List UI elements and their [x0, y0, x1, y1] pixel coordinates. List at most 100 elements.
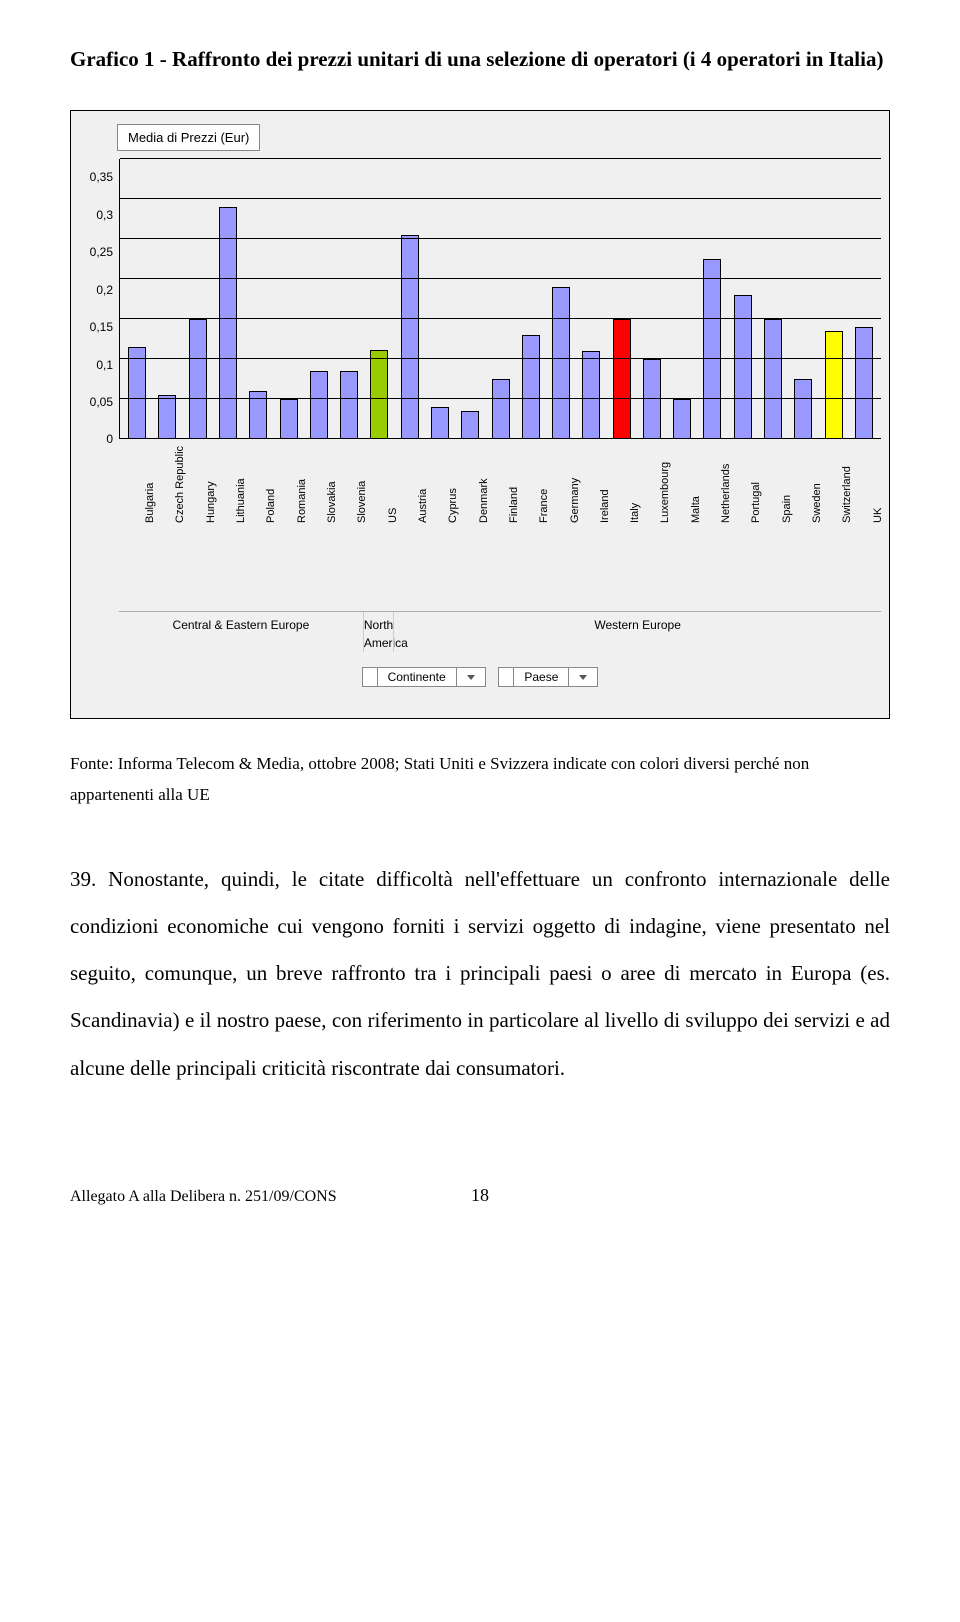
bar-slot: [578, 159, 605, 439]
x-label-slot: US: [365, 519, 392, 536]
x-label-slot: France: [517, 519, 544, 536]
bar-slot: [154, 159, 181, 439]
bar-slot: [729, 159, 756, 439]
bar-us: [370, 350, 388, 440]
bar-germany: [552, 287, 570, 439]
x-label-slot: Cyprus: [426, 519, 453, 536]
x-label-slot: Italy: [608, 519, 635, 536]
y-tick: 0,25: [79, 243, 113, 261]
bar-austria: [401, 235, 419, 439]
gridline: [120, 358, 881, 359]
bar-slot: [790, 159, 817, 439]
bar-sweden: [794, 379, 812, 439]
bar-slot: [245, 159, 272, 439]
bar-denmark: [461, 411, 479, 439]
x-label-slot: Denmark: [456, 519, 483, 536]
gridline: [120, 318, 881, 319]
bar-hungary: [189, 319, 207, 439]
bar-italy: [613, 319, 631, 439]
bar-uk: [855, 327, 873, 439]
axis-caption-paese: Paese: [498, 667, 598, 687]
x-label-slot: Bulgaria: [123, 519, 150, 536]
bar-slot: [517, 159, 544, 439]
x-label-slot: Malta: [668, 519, 695, 536]
x-label-slot: Poland: [244, 519, 271, 536]
bar-slot: [124, 159, 151, 439]
region-label: North America: [363, 612, 393, 652]
bar-switzerland: [825, 331, 843, 439]
x-label-slot: Slovakia: [304, 519, 331, 536]
bar-czech-republic: [158, 395, 176, 439]
bar-slot: [759, 159, 786, 439]
chart-title: Grafico 1 - Raffronto dei prezzi unitari…: [70, 40, 890, 80]
chart-source: Fonte: Informa Telecom & Media, ottobre …: [70, 749, 890, 810]
bar-romania: [280, 399, 298, 439]
gridline: [120, 278, 881, 279]
x-label-slot: Hungary: [183, 519, 210, 536]
x-label-slot: Lithuania: [213, 519, 240, 536]
x-label-slot: Luxembourg: [638, 519, 665, 536]
bar-luxembourg: [643, 359, 661, 439]
bar-slot: [820, 159, 847, 439]
x-label-slot: Portugal: [729, 519, 756, 536]
page-footer: Allegato A alla Delibera n. 251/09/CONS …: [70, 1182, 890, 1209]
x-label-slot: Spain: [759, 519, 786, 536]
x-label-slot: Finland: [486, 519, 513, 536]
plot-area: 00,050,10,150,20,250,30,35: [79, 159, 881, 519]
bar-spain: [764, 319, 782, 439]
gridline: [120, 398, 881, 399]
bar-slot: [638, 159, 665, 439]
x-label-slot: UK: [850, 519, 877, 536]
bar-malta: [673, 399, 691, 439]
x-label-slot: Czech Republic: [153, 519, 180, 536]
body-paragraph: 39. Nonostante, quindi, le citate diffic…: [70, 856, 890, 1092]
dropdown-icon: [467, 675, 475, 680]
bar-slot: [850, 159, 877, 439]
chart-regions: Central & Eastern EuropeNorth AmericaWes…: [119, 611, 881, 652]
footer-left: Allegato A alla Delibera n. 251/09/CONS: [70, 1185, 450, 1209]
bar-slot: [487, 159, 514, 439]
x-label-slot: Germany: [547, 519, 574, 536]
x-label-slot: Switzerland: [820, 519, 847, 536]
y-tick: 0,1: [79, 356, 113, 374]
bar-slot: [366, 159, 393, 439]
bar-finland: [492, 379, 510, 439]
bar-slot: [699, 159, 726, 439]
bar-slot: [275, 159, 302, 439]
x-label-slot: Ireland: [577, 519, 604, 536]
region-label: Central & Eastern Europe: [119, 612, 363, 652]
x-label-slot: Netherlands: [698, 519, 725, 536]
bar-cyprus: [431, 407, 449, 439]
chart-container: Media di Prezzi (Eur) 00,050,10,150,20,2…: [70, 110, 890, 720]
bar-france: [522, 335, 540, 439]
y-tick: 0,15: [79, 318, 113, 336]
chart-legend: Media di Prezzi (Eur): [117, 124, 260, 152]
y-tick: 0,3: [79, 206, 113, 224]
bar-slovenia: [340, 371, 358, 439]
bar-netherlands: [703, 259, 721, 439]
region-label: Western Europe: [393, 612, 881, 652]
bar-slot: [184, 159, 211, 439]
dropdown-icon: [579, 675, 587, 680]
x-axis: BulgariaCzech RepublicHungaryLithuaniaPo…: [119, 519, 881, 536]
bar-slot: [305, 159, 332, 439]
bar-bulgaria: [128, 347, 146, 439]
y-tick: 0,35: [79, 168, 113, 186]
x-label-slot: Romania: [274, 519, 301, 536]
x-label-slot: Austria: [395, 519, 422, 536]
footer-page-number: 18: [450, 1182, 510, 1209]
y-tick: 0: [79, 430, 113, 448]
x-label-slot: Sweden: [789, 519, 816, 536]
y-tick: 0,05: [79, 393, 113, 411]
bar-slot: [669, 159, 696, 439]
plot: [119, 159, 881, 439]
bar-slot: [457, 159, 484, 439]
bars-container: [120, 159, 881, 439]
bar-slot: [608, 159, 635, 439]
bar-slot: [396, 159, 423, 439]
gridline: [120, 438, 881, 439]
bar-slot: [335, 159, 362, 439]
bar-lithuania: [219, 207, 237, 439]
bar-slot: [547, 159, 574, 439]
bar-slovakia: [310, 371, 328, 439]
